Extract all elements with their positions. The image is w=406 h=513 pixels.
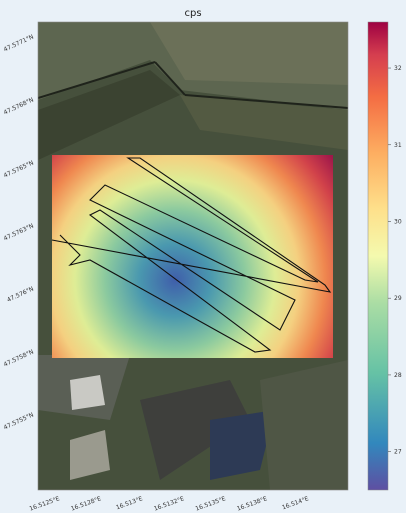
lon-label: 16.5132°E bbox=[153, 495, 185, 512]
satellite-image bbox=[38, 22, 348, 490]
lat-label: 47.576°N bbox=[6, 285, 35, 303]
lat-label: 47.5765°N bbox=[3, 159, 35, 179]
colorbar-tick-label: 28 bbox=[394, 372, 402, 379]
lon-label: 16.513°E bbox=[115, 495, 144, 511]
map-title: cps bbox=[184, 8, 201, 19]
map-frame bbox=[37, 21, 349, 491]
lon-label: 16.5128°E bbox=[70, 495, 102, 512]
colorbar-tick-label: 30 bbox=[394, 218, 402, 225]
lat-label: 47.5763°N bbox=[3, 222, 35, 242]
lon-label: 16.5125°E bbox=[29, 495, 61, 512]
lat-label: 47.5758°N bbox=[3, 348, 35, 368]
colorbar-tick-label: 27 bbox=[394, 449, 402, 456]
colorbar-tick-label: 32 bbox=[394, 65, 402, 72]
lat-label: 47.5768°N bbox=[3, 96, 35, 116]
lon-label: 16.5135°E bbox=[195, 495, 227, 512]
heatmap-overlay bbox=[52, 155, 333, 358]
colorbar-tick-label: 31 bbox=[394, 142, 402, 149]
lon-label: 16.514°E bbox=[281, 495, 310, 511]
lat-label: 47.5755°N bbox=[3, 411, 35, 431]
lon-label: 16.5138°E bbox=[236, 495, 268, 512]
colorbar bbox=[367, 21, 389, 491]
colorbar-tick-label: 29 bbox=[394, 295, 402, 302]
lon-axis: 16.5125°E 16.5128°E 16.513°E 16.5132°E 16.51… bbox=[29, 495, 310, 512]
lat-axis: 47.5771°N 47.5768°N 47.5765°N 47.5763°N 47.5… bbox=[3, 33, 35, 431]
lat-label: 47.5771°N bbox=[3, 33, 35, 53]
colorbar-axis: 27 28 29 30 31 32 bbox=[388, 65, 402, 456]
